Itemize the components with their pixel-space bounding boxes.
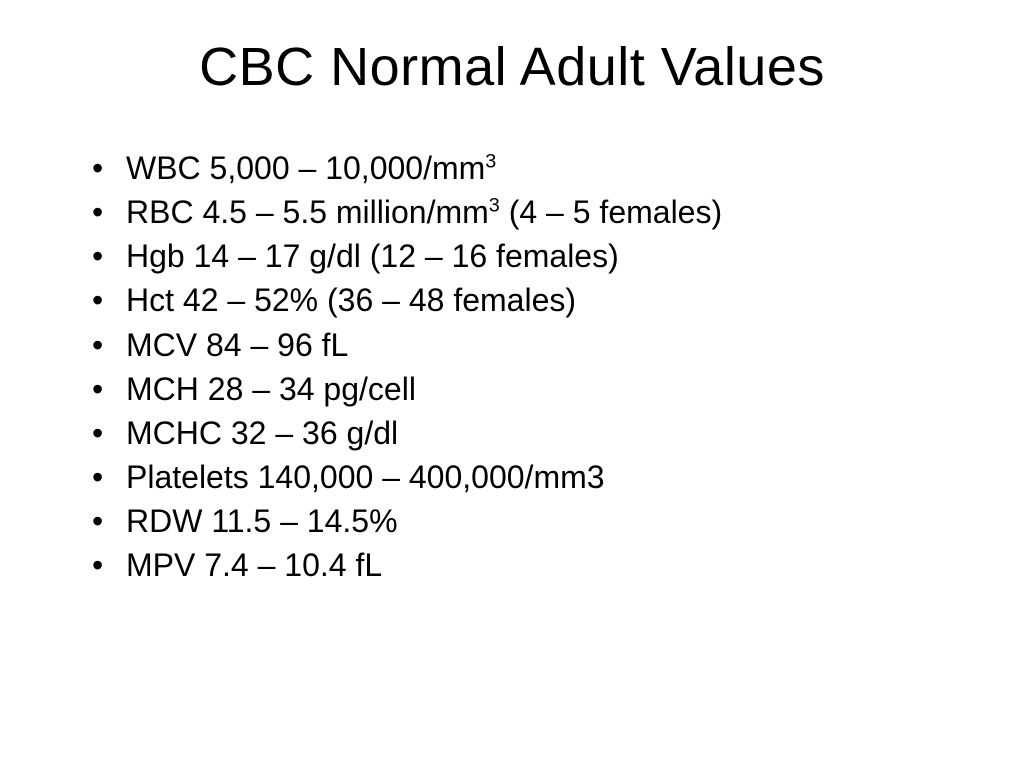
- item-suffix: (4 – 5 females): [500, 194, 722, 230]
- item-sup: 3: [489, 195, 500, 217]
- item-prefix: MPV 7.4 – 10.4 fL: [126, 547, 382, 583]
- item-sup: 3: [485, 150, 496, 172]
- item-prefix: MCV 84 – 96 fL: [126, 327, 348, 363]
- list-item: Platelets 140,000 – 400,000/mm3: [92, 455, 1024, 499]
- slide-title: CBC Normal Adult Values: [0, 36, 1024, 98]
- item-prefix: Platelets 140,000 – 400,000/mm3: [126, 459, 605, 495]
- list-item: Hgb 14 – 17 g/dl (12 – 16 females): [92, 234, 1024, 278]
- values-list: WBC 5,000 – 10,000/mm3 RBC 4.5 – 5.5 mil…: [0, 146, 1024, 588]
- list-item: WBC 5,000 – 10,000/mm3: [92, 146, 1024, 190]
- item-prefix: WBC 5,000 – 10,000/mm: [126, 150, 485, 186]
- item-prefix: MCH 28 – 34 pg/cell: [126, 371, 416, 407]
- list-item: MCHC 32 – 36 g/dl: [92, 411, 1024, 455]
- list-item: MPV 7.4 – 10.4 fL: [92, 543, 1024, 587]
- item-prefix: Hct 42 – 52% (36 – 48 females): [126, 282, 576, 318]
- list-item: MCV 84 – 96 fL: [92, 323, 1024, 367]
- slide: CBC Normal Adult Values WBC 5,000 – 10,0…: [0, 0, 1024, 768]
- list-item: MCH 28 – 34 pg/cell: [92, 367, 1024, 411]
- list-item: RDW 11.5 – 14.5%: [92, 499, 1024, 543]
- item-prefix: Hgb 14 – 17 g/dl (12 – 16 females): [126, 238, 619, 274]
- list-item: Hct 42 – 52% (36 – 48 females): [92, 278, 1024, 322]
- item-prefix: RDW 11.5 – 14.5%: [126, 503, 398, 539]
- item-prefix: RBC 4.5 – 5.5 million/mm: [126, 194, 489, 230]
- item-prefix: MCHC 32 – 36 g/dl: [126, 415, 398, 451]
- list-item: RBC 4.5 – 5.5 million/mm3 (4 – 5 females…: [92, 190, 1024, 234]
